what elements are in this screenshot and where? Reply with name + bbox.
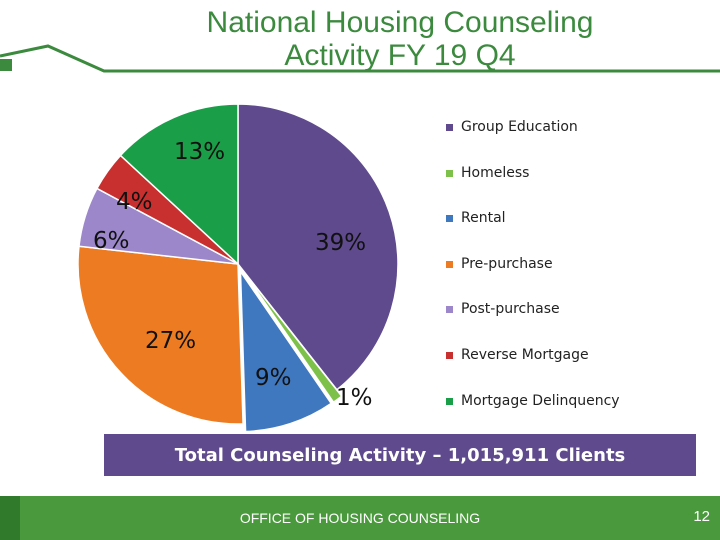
- footer-bar: OFFICE OF HOUSING COUNSELING 12: [0, 496, 720, 540]
- legend-label: Homeless: [461, 165, 530, 181]
- pie-slice-rental: [239, 269, 333, 433]
- slice-label-pre-purchase: 27%: [145, 328, 197, 354]
- slice-label-homeless: 1%: [336, 385, 373, 411]
- legend-item-rental: Rental: [446, 208, 506, 228]
- legend-swatch: [446, 260, 453, 268]
- title-line-1: National Housing Counseling: [206, 6, 594, 39]
- pie-slice-homeless: [242, 269, 343, 404]
- title-line-2: Activity FY 19 Q4: [284, 39, 516, 72]
- legend-swatch: [446, 305, 453, 313]
- legend-swatch: [446, 214, 453, 222]
- legend-item-mortgage-delinquency: Mortgage Delinquency: [446, 391, 620, 411]
- legend-swatch: [446, 397, 453, 405]
- footer-office-name: OFFICE OF HOUSING COUNSELING: [239, 510, 481, 526]
- legend-item-homeless: Homeless: [446, 163, 529, 183]
- pie-slice-pre-purchase: [77, 245, 244, 425]
- slice-label-reverse-mortgage: 4%: [116, 189, 153, 215]
- legend-label: Rental: [461, 210, 506, 226]
- slice-label-post-purchase: 6%: [93, 228, 130, 254]
- total-banner: Total Counseling Activity – 1,015,911 Cl…: [104, 434, 696, 476]
- legend-item-reverse-mortgage: Reverse Mortgage: [446, 345, 589, 365]
- legend-item-post-purchase: Post-purchase: [446, 299, 560, 319]
- legend-swatch: [446, 123, 453, 131]
- legend-swatch: [446, 351, 453, 359]
- house-outline-icon: [0, 44, 720, 73]
- legend-swatch: [446, 169, 453, 177]
- legend-item-pre-purchase: Pre-purchase: [446, 254, 553, 274]
- legend-label: Mortgage Delinquency: [461, 393, 620, 409]
- slice-label-rental: 9%: [255, 365, 292, 391]
- slide-title: National Housing Counseling Activity FY …: [120, 6, 680, 72]
- legend-label: Reverse Mortgage: [461, 347, 589, 363]
- pie-slice-group-education: [237, 103, 399, 391]
- total-text: Total Counseling Activity – 1,015,911 Cl…: [174, 444, 626, 466]
- footer-accent: [0, 496, 20, 540]
- slice-label-mortgage-delinquency: 13%: [174, 139, 226, 165]
- slice-label-group-education: 39%: [315, 230, 367, 256]
- page-number: 12: [693, 508, 710, 525]
- legend-label: Group Education: [461, 119, 578, 135]
- legend-label: Pre-purchase: [461, 256, 553, 272]
- pie-slice-mortgage-delinquency: [119, 103, 239, 266]
- legend-label: Post-purchase: [461, 301, 560, 317]
- legend-item-group-education: Group Education: [446, 117, 578, 137]
